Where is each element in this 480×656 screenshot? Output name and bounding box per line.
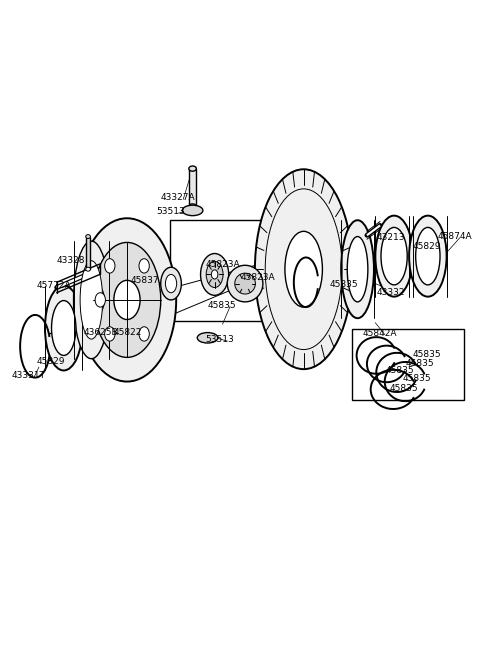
Text: 45835: 45835 — [329, 279, 358, 289]
Text: 45835: 45835 — [389, 384, 418, 392]
Ellipse shape — [86, 267, 90, 271]
Ellipse shape — [197, 333, 218, 343]
Text: 45822: 45822 — [114, 328, 142, 337]
Ellipse shape — [114, 280, 140, 319]
Bar — [189, 169, 196, 207]
Text: 43327A: 43327A — [161, 193, 195, 202]
Text: 43625B: 43625B — [84, 328, 118, 337]
Text: 45835: 45835 — [413, 350, 442, 359]
Text: 45874A: 45874A — [437, 232, 472, 241]
Ellipse shape — [105, 327, 115, 341]
Ellipse shape — [84, 283, 105, 316]
Text: 45829: 45829 — [413, 242, 441, 251]
Text: 43328: 43328 — [57, 256, 85, 264]
Bar — [86, 237, 90, 269]
Ellipse shape — [227, 265, 263, 302]
Ellipse shape — [235, 273, 255, 294]
Ellipse shape — [341, 220, 374, 318]
Text: 45829: 45829 — [36, 358, 65, 367]
Ellipse shape — [206, 261, 223, 287]
Ellipse shape — [166, 274, 177, 293]
Text: 45835: 45835 — [405, 359, 434, 369]
Ellipse shape — [211, 270, 218, 279]
Ellipse shape — [381, 228, 407, 285]
Ellipse shape — [189, 204, 196, 209]
Ellipse shape — [45, 285, 83, 371]
Ellipse shape — [78, 218, 176, 382]
Ellipse shape — [375, 216, 413, 297]
Ellipse shape — [416, 228, 440, 285]
Ellipse shape — [51, 300, 76, 356]
Ellipse shape — [139, 258, 149, 273]
Ellipse shape — [139, 327, 149, 341]
Ellipse shape — [161, 267, 181, 300]
Text: 43213: 43213 — [376, 234, 405, 242]
Text: 45835: 45835 — [207, 300, 236, 310]
Text: 45835: 45835 — [385, 366, 414, 375]
Text: 43331T: 43331T — [12, 371, 46, 380]
Text: 45823A: 45823A — [240, 273, 275, 282]
Ellipse shape — [347, 237, 368, 302]
Bar — [170, 220, 306, 321]
Ellipse shape — [285, 232, 323, 307]
Ellipse shape — [409, 216, 446, 297]
Ellipse shape — [77, 272, 111, 327]
Ellipse shape — [182, 205, 203, 216]
Ellipse shape — [95, 293, 106, 307]
Text: 43332: 43332 — [376, 287, 405, 297]
Ellipse shape — [93, 243, 161, 358]
Ellipse shape — [201, 253, 228, 295]
Ellipse shape — [80, 260, 103, 339]
Bar — [352, 329, 465, 400]
Ellipse shape — [105, 258, 115, 273]
Text: 45835: 45835 — [402, 375, 431, 384]
Ellipse shape — [73, 241, 109, 359]
Text: 45772A: 45772A — [36, 281, 71, 290]
Text: 45823A: 45823A — [205, 260, 240, 269]
Text: 53513: 53513 — [156, 207, 185, 216]
Ellipse shape — [189, 166, 196, 171]
Text: 53513: 53513 — [205, 335, 234, 344]
Text: 45837: 45837 — [130, 276, 159, 285]
Ellipse shape — [86, 235, 90, 239]
Ellipse shape — [255, 169, 352, 369]
Text: 45842A: 45842A — [362, 329, 397, 338]
